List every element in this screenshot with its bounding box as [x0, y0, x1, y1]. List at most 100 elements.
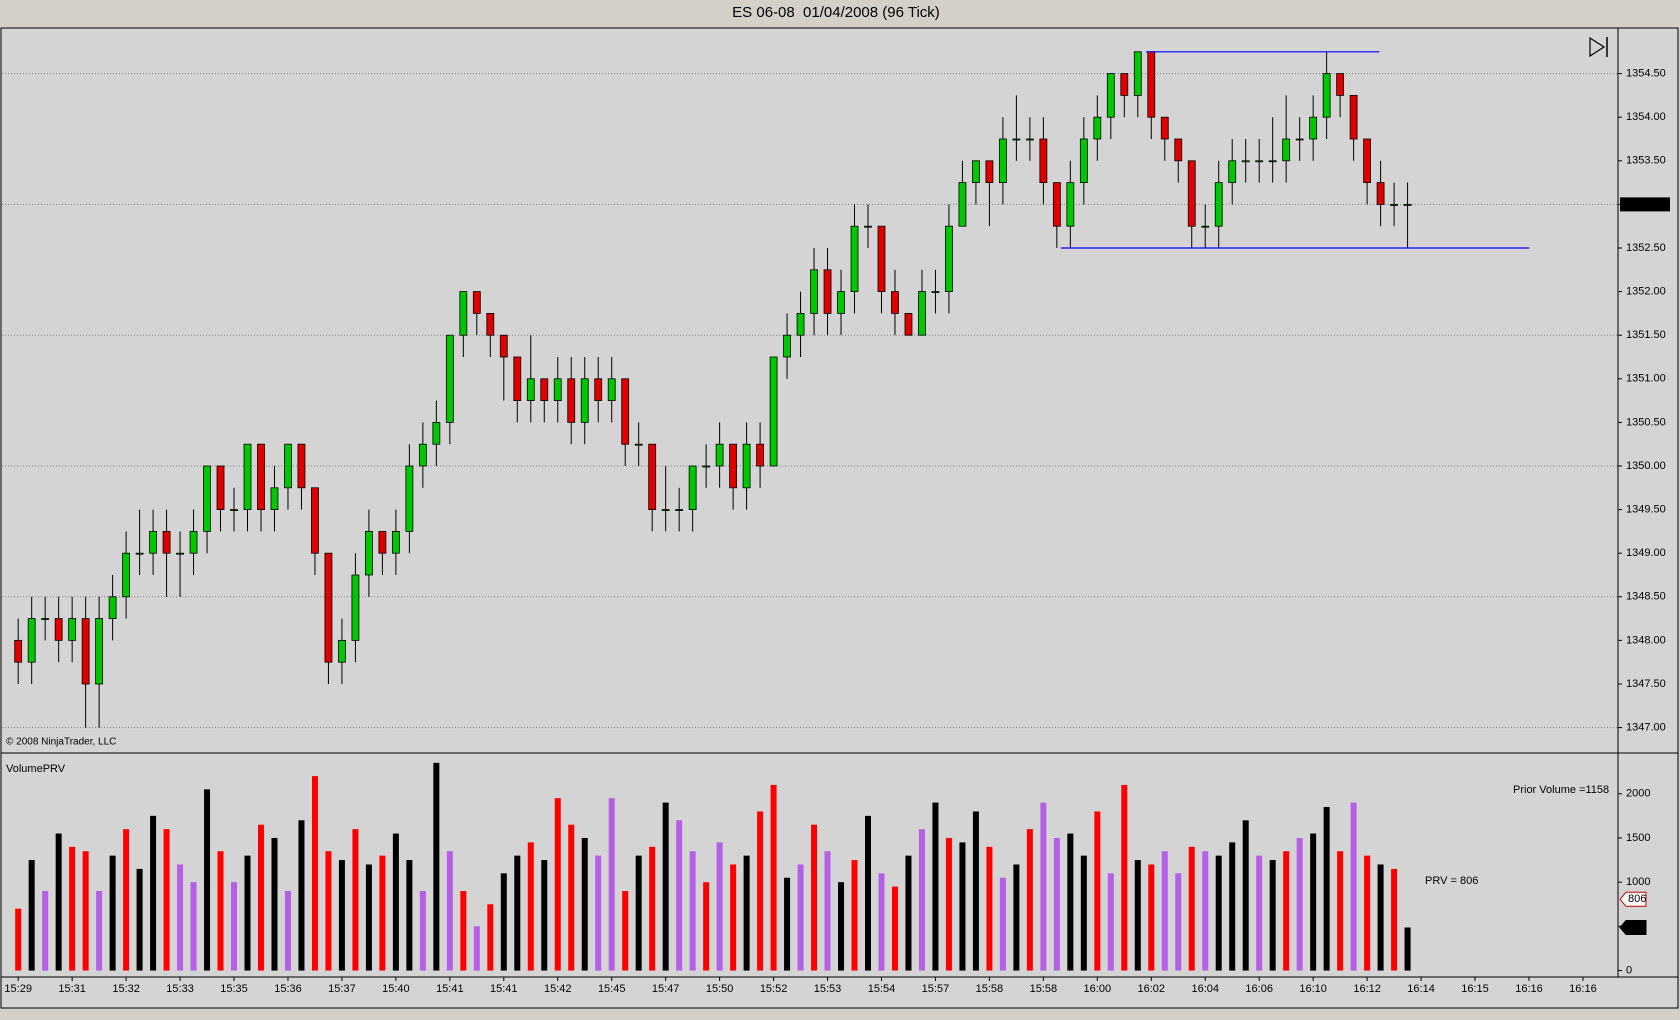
candle-body	[486, 312, 495, 336]
candle-body	[1349, 94, 1358, 140]
scroll-end-button[interactable]	[1589, 36, 1608, 58]
candle-body	[918, 291, 926, 336]
y-tick-label: 1353.50	[1626, 155, 1666, 167]
volume-bar	[177, 864, 184, 971]
y-tick-label: 1351.50	[1626, 329, 1666, 341]
volume-bar	[55, 833, 62, 971]
volume-bar	[959, 842, 966, 971]
y-tick-label: 1347.50	[1626, 678, 1666, 690]
candle-body	[756, 443, 764, 467]
y-tick-label: 1352.50	[1626, 242, 1666, 254]
candle-body	[796, 312, 805, 336]
value-marker-label: 806	[1628, 893, 1646, 905]
candle-body	[1241, 160, 1250, 163]
y-tick-label: 2000	[1626, 788, 1650, 800]
volume-bar	[406, 860, 413, 971]
volume-bar	[446, 851, 453, 971]
candle-body	[472, 291, 481, 314]
candle-body	[580, 378, 589, 423]
candle-body	[945, 225, 953, 292]
candle-body	[1201, 225, 1210, 228]
candle-body	[742, 443, 751, 489]
candle-body	[108, 596, 117, 619]
volume-bar	[1310, 833, 1317, 971]
volume-bar	[689, 851, 696, 971]
volume-bar	[527, 842, 534, 971]
x-tick-label: 15:57	[922, 983, 950, 995]
volume-bar	[1296, 837, 1303, 971]
volume-bar	[257, 824, 264, 971]
volume-bar	[824, 851, 831, 971]
candle-body	[284, 443, 292, 489]
candle-body	[499, 334, 508, 358]
volume-bar	[541, 860, 548, 971]
candle-body	[365, 530, 373, 576]
candle-body	[378, 530, 387, 554]
y-tick-label: 1348.00	[1626, 634, 1666, 646]
volume-bar	[703, 882, 710, 971]
y-tick-label: 1347.00	[1626, 721, 1666, 733]
candle-body	[1079, 138, 1088, 183]
volume-bar	[945, 837, 952, 971]
volume-bar	[1202, 851, 1209, 971]
x-tick-label: 15:41	[436, 983, 464, 995]
x-tick-label: 15:36	[274, 983, 302, 995]
candle-body	[1403, 203, 1412, 206]
volume-bar	[1377, 864, 1384, 971]
candle-body	[891, 291, 899, 314]
x-tick-label: 15:58	[1030, 983, 1058, 995]
volume-bar	[1121, 784, 1128, 971]
volume-bar	[1040, 802, 1047, 971]
candle-body	[1322, 73, 1331, 118]
volume-bar	[69, 846, 76, 971]
volume-bar	[554, 798, 561, 971]
candle-body	[445, 334, 454, 423]
y-tick-label: 1354.50	[1626, 68, 1666, 80]
volume-bar	[1107, 873, 1114, 971]
play-icon[interactable]	[1589, 36, 1606, 58]
candle-body	[459, 291, 468, 336]
volume-bar	[1256, 855, 1263, 971]
candle-body	[1376, 182, 1385, 205]
candle-body	[1066, 182, 1075, 227]
candle-body	[1147, 51, 1156, 118]
candle-body	[972, 160, 980, 183]
volume-bar	[1161, 851, 1168, 971]
candle-body	[567, 378, 576, 423]
volume-bar	[231, 882, 238, 971]
candle-body	[257, 443, 265, 510]
annotation: PRV = 806	[1425, 875, 1478, 887]
x-tick-label: 15:52	[760, 983, 788, 995]
candle-body	[1120, 73, 1129, 96]
volume-bar	[891, 886, 898, 971]
candle-body	[998, 138, 1007, 183]
x-tick-label: 16:14	[1407, 983, 1435, 995]
y-tick-label: 0	[1626, 964, 1632, 976]
volume-bar	[1283, 851, 1290, 971]
candle-body	[338, 639, 346, 663]
candle-body	[405, 465, 414, 532]
volume-bar	[460, 890, 467, 971]
volume-bar	[487, 904, 494, 971]
volume-bar	[1350, 802, 1357, 971]
volume-bar	[1094, 811, 1101, 971]
volume-bar	[649, 846, 656, 971]
candle-body	[41, 618, 50, 620]
volume-bar	[473, 926, 480, 971]
candle-body	[1106, 73, 1115, 118]
volume-bar	[838, 882, 845, 971]
volume-bar	[311, 776, 318, 971]
candle-body	[702, 465, 711, 468]
candle-body	[729, 443, 738, 489]
x-tick-label: 16:04	[1191, 983, 1219, 995]
volume-bar	[15, 908, 22, 971]
volume-bar	[1215, 855, 1222, 971]
candle-body	[1363, 138, 1372, 183]
volume-bar	[338, 860, 345, 971]
volume-bar	[82, 851, 89, 971]
volume-bar	[1067, 833, 1074, 971]
candle-body	[783, 334, 791, 358]
x-tick-label: 15:54	[868, 983, 896, 995]
volume-bar	[905, 855, 912, 971]
